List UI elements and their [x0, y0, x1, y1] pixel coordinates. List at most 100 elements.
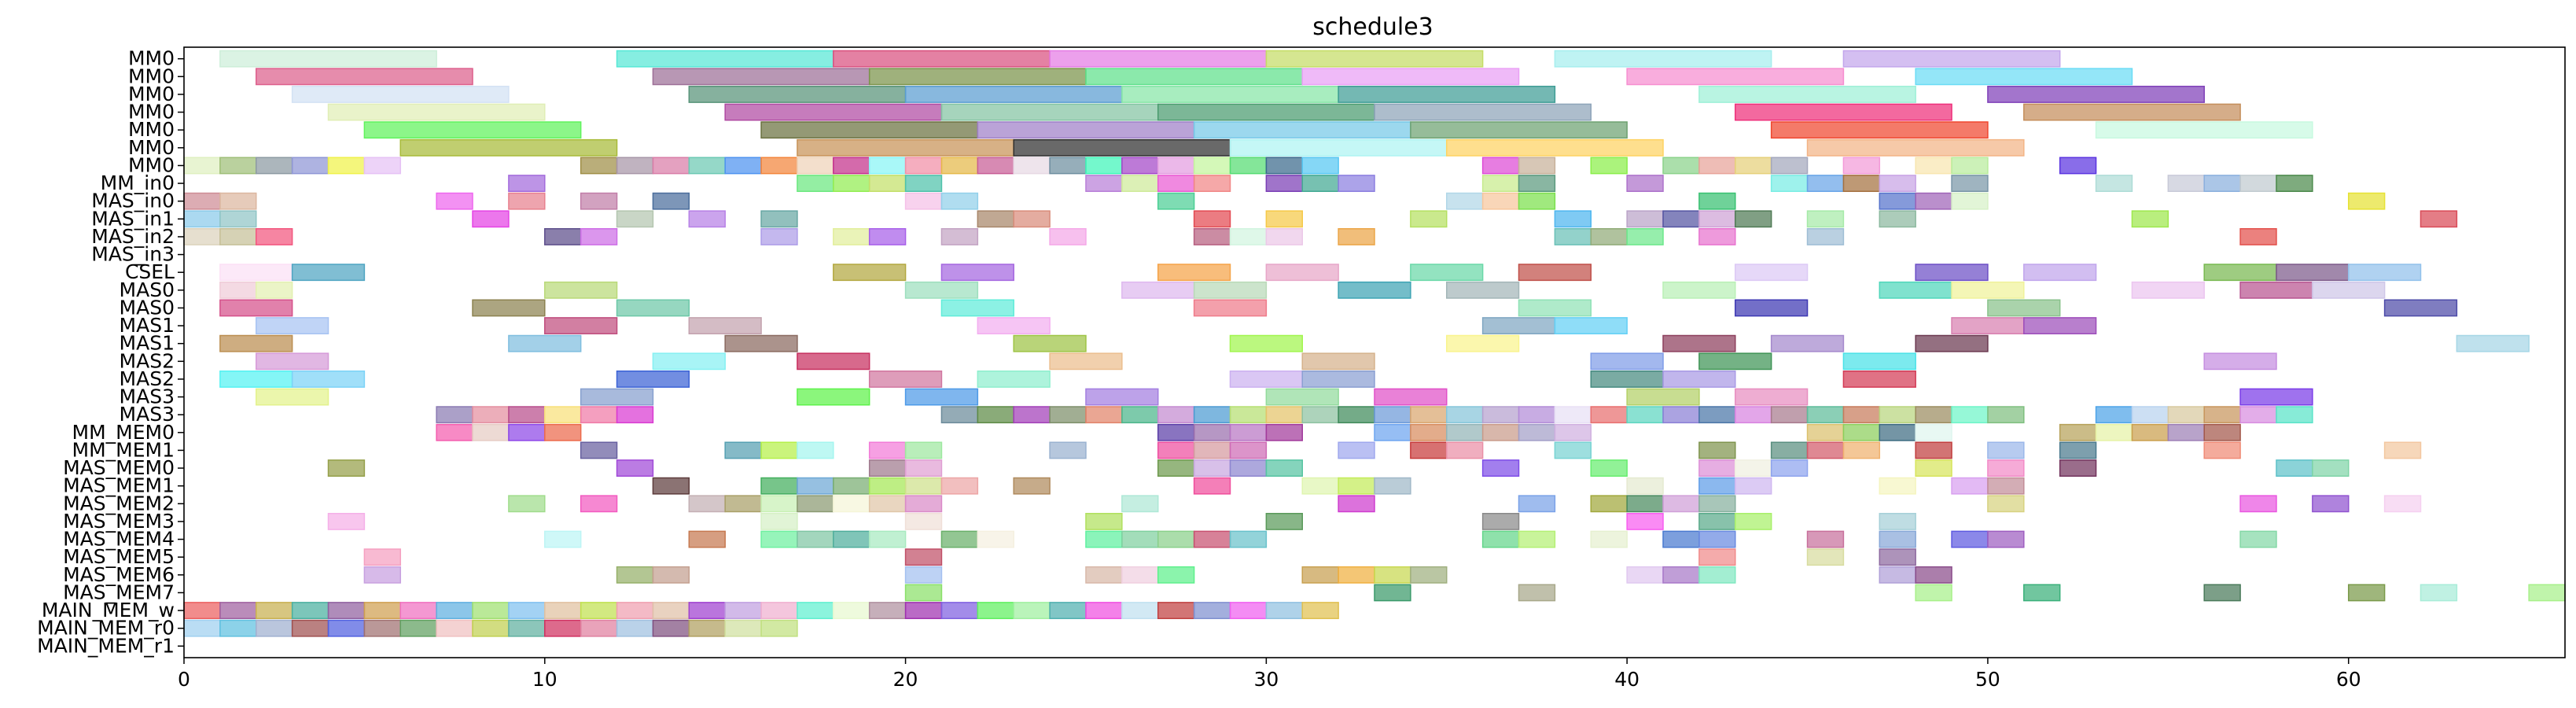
- task-bar-210: [1229, 334, 1303, 352]
- task-bar-177: [544, 281, 618, 299]
- task-bar-0: [219, 50, 437, 68]
- task-bar-400: [688, 530, 726, 548]
- task-bar-298: [1481, 423, 1520, 441]
- task-bar-334: [616, 459, 654, 477]
- task-bar-461: [508, 602, 546, 619]
- task-bar-136: [1735, 210, 1772, 228]
- task-bar-416: [1698, 530, 1736, 548]
- task-bar-392: [1085, 512, 1123, 530]
- task-bar-467: [724, 602, 762, 619]
- task-bar-444: [1374, 584, 1411, 602]
- task-bar-243: [1735, 388, 1809, 406]
- task-bar-187: [2239, 281, 2313, 299]
- task-bar-281: [2095, 406, 2133, 424]
- task-bar-69: [1518, 157, 1556, 175]
- task-bar-452: [183, 602, 221, 619]
- task-bar-5: [1554, 50, 1772, 68]
- task-bar-49: [652, 157, 690, 175]
- task-bar-494: [544, 619, 582, 637]
- task-bar-235: [256, 388, 329, 406]
- task-bar-9: [868, 68, 1087, 86]
- task-bar-459: [436, 602, 473, 619]
- task-bar-401: [760, 530, 798, 548]
- task-bar-122: [219, 210, 257, 228]
- task-bar-158: [1698, 228, 1736, 245]
- y-tick-label: MM_in0: [101, 171, 175, 194]
- task-bar-302: [1842, 423, 1881, 441]
- task-bar-46: [363, 157, 402, 175]
- task-bar-234: [1842, 371, 1916, 388]
- x-tick-label: 10: [532, 668, 558, 691]
- task-bar-130: [1265, 210, 1303, 228]
- task-bar-282: [2131, 406, 2169, 424]
- task-bar-160: [2239, 228, 2277, 245]
- task-bar-233: [1662, 371, 1736, 388]
- task-bar-326: [1806, 441, 1845, 459]
- task-bar-325: [1770, 441, 1809, 459]
- task-bar-472: [904, 602, 943, 619]
- task-bar-185: [1951, 281, 2025, 299]
- task-bar-468: [760, 602, 798, 619]
- task-bar-33: [1770, 121, 1989, 139]
- task-bar-330: [2059, 441, 2097, 459]
- task-bar-385: [1987, 495, 2025, 513]
- task-bar-293: [1229, 423, 1268, 441]
- task-bar-284: [2203, 406, 2241, 424]
- task-bar-32: [1410, 121, 1628, 139]
- task-bar-458: [399, 602, 437, 619]
- task-bar-12: [1626, 68, 1845, 86]
- task-bar-192: [940, 299, 1014, 317]
- task-bar-227: [616, 371, 690, 388]
- task-bar-239: [1085, 388, 1159, 406]
- task-bar-80: [797, 175, 834, 193]
- task-bar-424: [1698, 548, 1736, 566]
- task-bar-261: [1301, 406, 1339, 424]
- task-bar-300: [1554, 423, 1592, 441]
- task-bar-91: [1481, 175, 1520, 193]
- y-tick-label: MM0: [128, 65, 175, 87]
- task-bar-163: [833, 264, 907, 282]
- task-bar-301: [1806, 423, 1845, 441]
- task-bar-493: [508, 619, 546, 637]
- task-bar-252: [977, 406, 1014, 424]
- task-bar-34: [2095, 121, 2313, 139]
- task-bar-469: [797, 602, 834, 619]
- task-bar-31: [1193, 121, 1411, 139]
- task-bar-42: [219, 157, 257, 175]
- y-tick-label: MAS_MEM5: [63, 545, 175, 568]
- task-bar-147: [833, 228, 870, 245]
- task-bar-295: [1374, 423, 1411, 441]
- task-bar-55: [868, 157, 907, 175]
- task-bar-67: [1301, 157, 1339, 175]
- task-bar-446: [1915, 584, 1952, 602]
- task-bar-123: [472, 210, 510, 228]
- task-bar-336: [904, 459, 943, 477]
- y-tick-label: MM0: [128, 136, 175, 159]
- task-bar-142: [219, 228, 257, 245]
- task-bar-38: [1229, 138, 1448, 157]
- plot-frame: [183, 46, 2566, 658]
- x-tick-label: 30: [1253, 668, 1279, 691]
- task-bar-79: [508, 175, 546, 193]
- task-bar-280: [1987, 406, 2025, 424]
- task-bar-220: [1301, 352, 1375, 371]
- task-bar-102: [2239, 175, 2277, 193]
- task-bar-180: [1193, 281, 1268, 299]
- task-bar-360: [1301, 477, 1339, 495]
- task-bar-414: [1590, 530, 1628, 548]
- task-bar-478: [1121, 602, 1159, 619]
- task-bar-482: [1265, 602, 1303, 619]
- task-bar-179: [1121, 281, 1195, 299]
- task-bar-144: [544, 228, 582, 245]
- y-tick-label: MAIN_MEM_w: [42, 599, 175, 621]
- x-tick-label: 0: [178, 668, 190, 691]
- task-bar-112: [1157, 192, 1195, 210]
- task-bar-90: [1338, 175, 1375, 193]
- y-tick-label: MM0: [128, 153, 175, 176]
- task-bar-266: [1481, 406, 1520, 424]
- task-bar-406: [977, 530, 1014, 548]
- task-bar-39: [1446, 138, 1664, 157]
- task-bar-197: [2383, 299, 2458, 317]
- task-bar-347: [1987, 459, 2025, 477]
- task-bar-82: [868, 175, 907, 193]
